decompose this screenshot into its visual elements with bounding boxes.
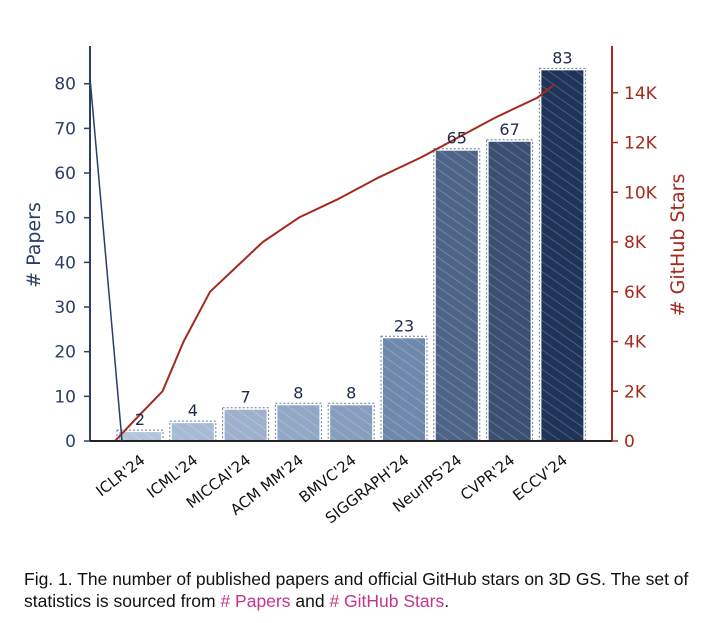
- left-tick-label-8: 80: [54, 75, 76, 95]
- category-label-7: CVPR'24: [457, 451, 518, 504]
- bar-group-4: [327, 402, 375, 442]
- bar-hatch-6: [435, 150, 478, 441]
- bar-value-label-1: 4: [188, 401, 198, 420]
- bar-hatch-2: [224, 409, 267, 441]
- bar-value-label-0: 2: [135, 410, 145, 429]
- caption-text: Fig. 1. The number of published papers a…: [24, 569, 689, 611]
- right-tick-label-0: 0: [624, 432, 635, 452]
- bar-hatch-5: [383, 338, 425, 441]
- bar-group-3: [274, 402, 322, 442]
- caption-mid: and: [290, 591, 330, 611]
- bar-value-label-6: 65: [447, 129, 467, 148]
- right-tick-label-3: 6K: [624, 283, 647, 303]
- bar-group-5: [380, 335, 428, 442]
- bars-layer: [116, 67, 586, 442]
- bar-hatch-4: [330, 405, 373, 441]
- bar-value-label-5: 23: [394, 316, 414, 335]
- left-tick-label-5: 50: [54, 209, 76, 229]
- bar-outline-7: [486, 139, 534, 442]
- stars-line-layer: [114, 84, 554, 442]
- left-tick-label-0: 0: [65, 432, 76, 452]
- y-axis-title: # Papers: [23, 202, 45, 288]
- bar-hatch-7: [488, 141, 531, 441]
- bar-value-label-3: 8: [293, 383, 303, 402]
- right-tick-label-5: 10K: [624, 183, 658, 203]
- bar-outline-3: [274, 402, 322, 442]
- bar-hatch-3: [277, 405, 320, 441]
- bar-value-label-7: 67: [499, 120, 519, 139]
- bar-group-2: [222, 407, 270, 442]
- figure-caption: Fig. 1. The number of published papers a…: [24, 568, 694, 612]
- sketch-stroke: [89, 77, 123, 442]
- right-tick-label-6: 12K: [624, 134, 658, 154]
- bar-outline-4: [327, 402, 375, 442]
- left-tick-label-1: 10: [54, 387, 76, 407]
- bar-outline-0: [116, 429, 164, 442]
- github-stars-line: [114, 84, 554, 442]
- left-tick-label-7: 70: [54, 119, 76, 139]
- left-tick-label-2: 20: [54, 343, 76, 363]
- bar-group-8: [538, 67, 586, 442]
- axes-layer: [84, 46, 618, 442]
- bar-outline-2: [222, 407, 270, 442]
- bar-value-label-2: 7: [241, 388, 251, 407]
- category-label-8: ECCV'24: [509, 451, 570, 505]
- github-stars-source-link[interactable]: # GitHub Stars: [329, 591, 445, 611]
- left-tick-label-4: 40: [54, 253, 76, 273]
- left-tick-label-3: 30: [54, 298, 76, 318]
- bar-hatch-0: [119, 432, 161, 441]
- bar-hatch-8: [541, 70, 584, 442]
- papers-source-link[interactable]: # Papers: [220, 591, 291, 611]
- y2-axis-title: # GitHub Stars: [667, 174, 689, 317]
- category-label-0: ICLR'24: [93, 451, 149, 500]
- bar-hatch-1: [171, 423, 214, 441]
- bar-value-label-8: 83: [552, 48, 572, 67]
- right-tick-label-4: 8K: [624, 233, 647, 253]
- bar-group-7: [486, 139, 534, 442]
- caption-end: .: [444, 591, 450, 611]
- bar-group-1: [169, 420, 217, 442]
- bar-group-6: [433, 148, 481, 442]
- right-tick-label-2: 4K: [624, 333, 647, 353]
- right-tick-label-1: 2K: [624, 382, 647, 402]
- right-tick-label-7: 14K: [624, 84, 658, 104]
- bar-group-0: [116, 429, 164, 442]
- bar-value-label-4: 8: [346, 383, 356, 402]
- left-tick-label-6: 60: [54, 164, 76, 184]
